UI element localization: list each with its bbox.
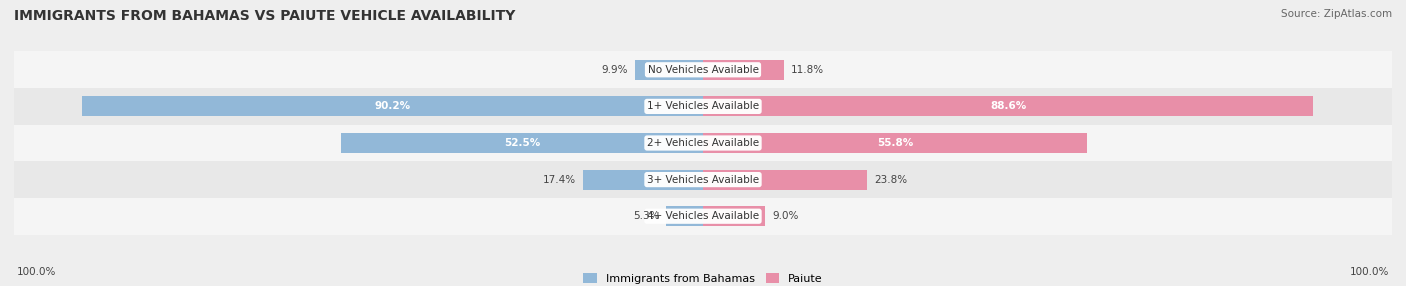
Text: 5.3%: 5.3% — [633, 211, 659, 221]
Bar — [342, 133, 703, 153]
Bar — [14, 198, 1392, 235]
Bar — [703, 60, 785, 80]
Bar — [703, 96, 1313, 116]
Bar — [634, 60, 703, 80]
Bar — [703, 133, 1087, 153]
Text: 100.0%: 100.0% — [1350, 267, 1389, 277]
Text: 88.6%: 88.6% — [990, 102, 1026, 111]
Bar — [14, 125, 1392, 161]
Text: IMMIGRANTS FROM BAHAMAS VS PAIUTE VEHICLE AVAILABILITY: IMMIGRANTS FROM BAHAMAS VS PAIUTE VEHICL… — [14, 9, 516, 23]
Text: 4+ Vehicles Available: 4+ Vehicles Available — [647, 211, 759, 221]
Legend: Immigrants from Bahamas, Paiute: Immigrants from Bahamas, Paiute — [583, 273, 823, 284]
Text: 1+ Vehicles Available: 1+ Vehicles Available — [647, 102, 759, 111]
Text: 52.5%: 52.5% — [503, 138, 540, 148]
Bar — [703, 206, 765, 226]
Text: 3+ Vehicles Available: 3+ Vehicles Available — [647, 175, 759, 184]
Bar — [14, 161, 1392, 198]
Bar — [82, 96, 703, 116]
Text: Source: ZipAtlas.com: Source: ZipAtlas.com — [1281, 9, 1392, 19]
Text: 2+ Vehicles Available: 2+ Vehicles Available — [647, 138, 759, 148]
Text: 100.0%: 100.0% — [17, 267, 56, 277]
Bar — [14, 51, 1392, 88]
Bar — [583, 170, 703, 190]
Text: 23.8%: 23.8% — [875, 175, 907, 184]
Text: No Vehicles Available: No Vehicles Available — [648, 65, 758, 75]
Text: 11.8%: 11.8% — [792, 65, 824, 75]
Text: 17.4%: 17.4% — [543, 175, 576, 184]
Text: 9.0%: 9.0% — [772, 211, 799, 221]
Text: 55.8%: 55.8% — [877, 138, 914, 148]
Bar — [666, 206, 703, 226]
Text: 90.2%: 90.2% — [374, 102, 411, 111]
Bar — [14, 88, 1392, 125]
Bar — [703, 170, 868, 190]
Text: 9.9%: 9.9% — [602, 65, 628, 75]
